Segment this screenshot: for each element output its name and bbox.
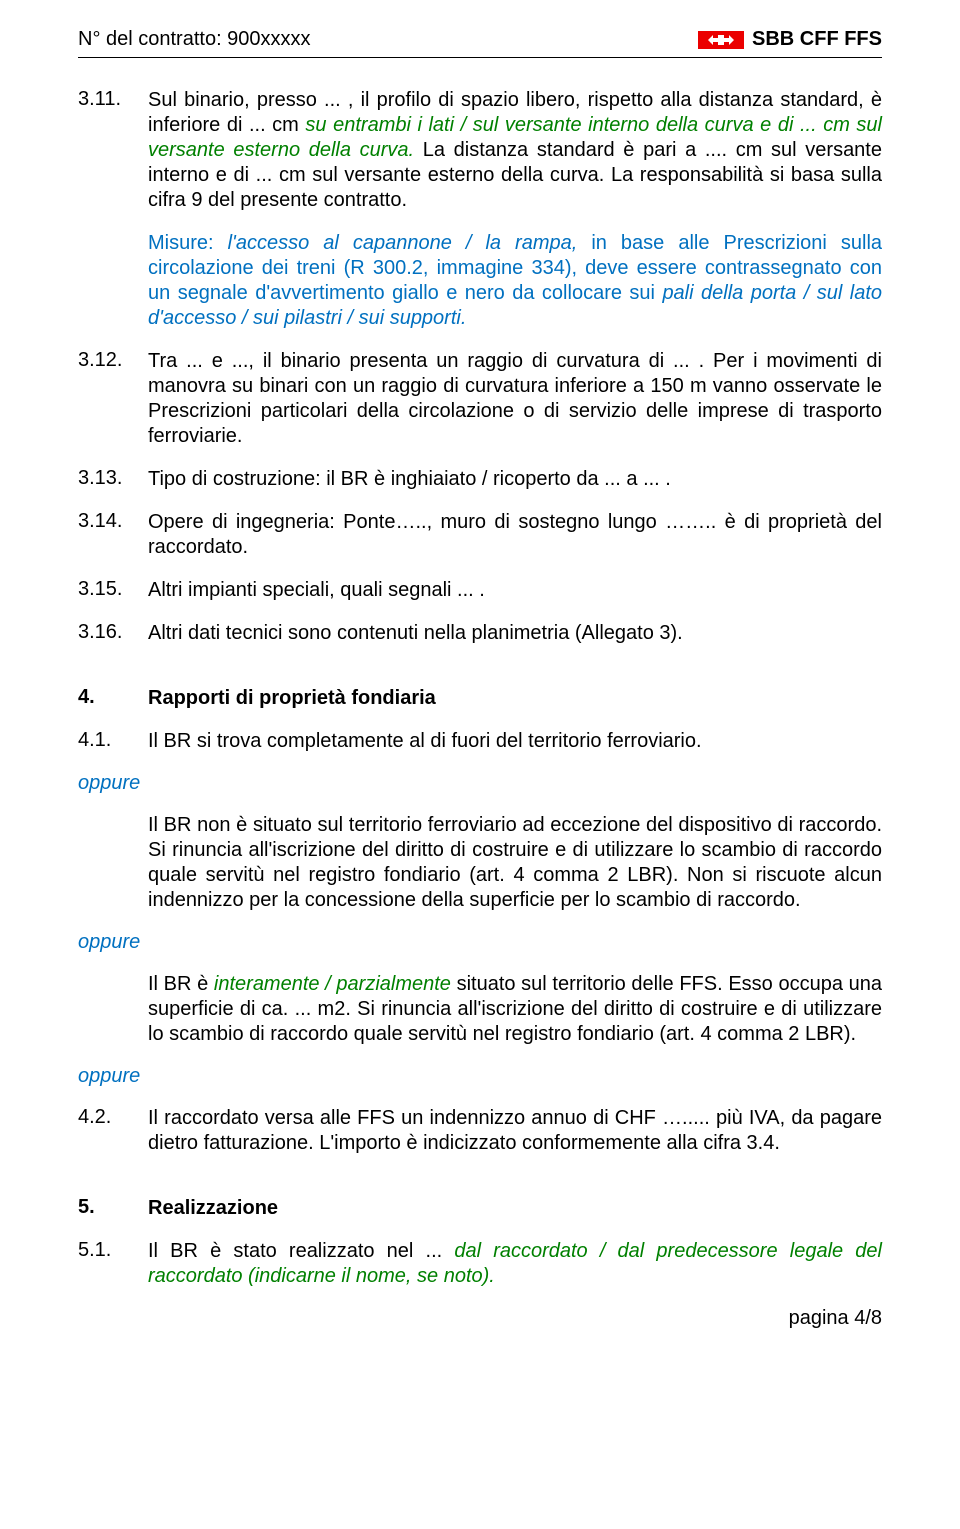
sbb-logo-icon <box>698 31 744 49</box>
contract-number: N° del contratto: 900xxxxx <box>78 28 311 51</box>
item-3-15: 3.15. Altri impianti speciali, quali seg… <box>78 578 882 603</box>
item-text: Altri dati tecnici sono contenuti nella … <box>148 621 882 646</box>
item-4-1-alt1: Il BR non è situato sul territorio ferro… <box>148 813 882 913</box>
text-variant: interamente / parzialmente <box>214 973 451 995</box>
heading-4: 4. Rapporti di proprietà fondiaria <box>78 686 882 711</box>
item-5-1: 5.1. Il BR è stato realizzato nel ... da… <box>78 1239 882 1289</box>
page: N° del contratto: 900xxxxx SBB CFF FFS 3… <box>0 0 960 1370</box>
item-number: 3.16. <box>78 621 148 646</box>
page-footer: pagina 4/8 <box>78 1307 882 1330</box>
item-text: Tipo di costruzione: il BR è inghiaiato … <box>148 467 882 492</box>
page-header: N° del contratto: 900xxxxx SBB CFF FFS <box>78 28 882 58</box>
brand-text: SBB CFF FFS <box>752 28 882 51</box>
heading-number: 4. <box>78 686 148 711</box>
item-text: Il BR è stato realizzato nel ... dal rac… <box>148 1239 882 1289</box>
item-text: Sul binario, presso ... , il profilo di … <box>148 88 882 213</box>
item-text: Il raccordato versa alle FFS un indenniz… <box>148 1106 882 1156</box>
heading-number: 5. <box>78 1196 148 1221</box>
item-text: Altri impianti speciali, quali segnali .… <box>148 578 882 603</box>
item-number: 3.13. <box>78 467 148 492</box>
item-3-12: 3.12. Tra ... e ..., il binario presenta… <box>78 349 882 449</box>
item-number: 3.11. <box>78 88 148 213</box>
item-3-11: 3.11. Sul binario, presso ... , il profi… <box>78 88 882 213</box>
item-number: 4.2. <box>78 1106 148 1156</box>
oppure-label: oppure <box>78 772 882 795</box>
item-3-11-measure: Misure: l'accesso al capannone / la ramp… <box>148 231 882 331</box>
item-text: Opere di ingegneria: Ponte….., muro di s… <box>148 510 882 560</box>
item-3-16: 3.16. Altri dati tecnici sono contenuti … <box>78 621 882 646</box>
text-part: Il BR è <box>148 973 214 995</box>
oppure-label: oppure <box>78 931 882 954</box>
item-number: 4.1. <box>78 729 148 754</box>
item-text: Il BR si trova completamente al di fuori… <box>148 729 882 754</box>
oppure-label: oppure <box>78 1065 882 1088</box>
text-variant: l'accesso al capannone / la rampa, <box>228 232 578 254</box>
brand-block: SBB CFF FFS <box>698 28 882 51</box>
sbb-arrows-icon <box>708 33 734 47</box>
item-4-2: 4.2. Il raccordato versa alle FFS un ind… <box>78 1106 882 1156</box>
heading-text: Realizzazione <box>148 1196 882 1221</box>
text-part: Misure: <box>148 232 228 254</box>
item-number: 3.15. <box>78 578 148 603</box>
item-number: 3.12. <box>78 349 148 449</box>
item-text: Tra ... e ..., il binario presenta un ra… <box>148 349 882 449</box>
item-number: 3.14. <box>78 510 148 560</box>
heading-text: Rapporti di proprietà fondiaria <box>148 686 882 711</box>
heading-5: 5. Realizzazione <box>78 1196 882 1221</box>
item-4-1: 4.1. Il BR si trova completamente al di … <box>78 729 882 754</box>
item-3-14: 3.14. Opere di ingegneria: Ponte….., mur… <box>78 510 882 560</box>
text-part: Il BR è stato realizzato nel ... <box>148 1240 454 1262</box>
item-number: 5.1. <box>78 1239 148 1289</box>
item-4-1-alt2: Il BR è interamente / parzialmente situa… <box>148 972 882 1047</box>
item-3-13: 3.13. Tipo di costruzione: il BR è inghi… <box>78 467 882 492</box>
